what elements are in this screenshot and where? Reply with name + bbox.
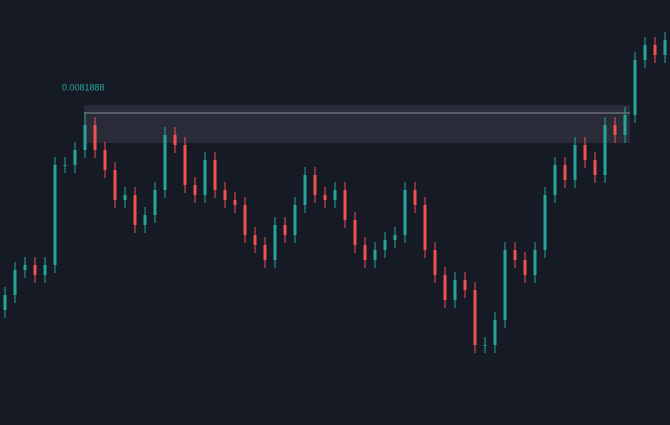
candle-body — [103, 150, 107, 170]
candle-body — [533, 250, 537, 275]
candle-body — [53, 165, 57, 265]
candle-body — [3, 295, 7, 310]
candle-body — [543, 195, 547, 250]
candle-body — [283, 225, 287, 235]
candle-body — [633, 60, 637, 115]
level-label: 0.0081888 — [62, 82, 105, 92]
candle-body — [263, 245, 267, 260]
candle-body — [243, 205, 247, 235]
candle-body — [553, 165, 557, 195]
candle-body — [363, 245, 367, 260]
candle-body — [463, 280, 467, 290]
candle-body — [603, 125, 607, 175]
candle-body — [453, 280, 457, 300]
candle-body — [663, 40, 667, 55]
candle-body — [273, 225, 277, 260]
candle-body — [503, 250, 507, 320]
candle-body — [253, 235, 257, 245]
candle-body — [203, 160, 207, 195]
candle-body — [413, 190, 417, 205]
candle-body — [173, 135, 177, 145]
candle-body — [23, 265, 27, 270]
candle-body — [183, 145, 187, 185]
candle-body — [423, 205, 427, 250]
candle-body — [493, 320, 497, 345]
candle-body — [473, 290, 477, 345]
candle-body — [403, 190, 407, 235]
candle-body — [143, 215, 147, 225]
candle-body — [383, 240, 387, 250]
candle-body — [563, 165, 567, 180]
candle-body — [343, 190, 347, 220]
candle-body — [433, 250, 437, 275]
candle-body — [223, 190, 227, 200]
candle-body — [43, 265, 47, 275]
candle-body — [523, 260, 527, 275]
candle-body — [163, 135, 167, 190]
candle-body — [63, 165, 67, 166]
candle-body — [513, 250, 517, 260]
candle-body — [593, 160, 597, 175]
candle-body — [83, 125, 87, 150]
candle-body — [643, 45, 647, 60]
candle-body — [623, 115, 627, 135]
candle-body — [373, 250, 377, 260]
candle-body — [333, 190, 337, 200]
candle-body — [153, 190, 157, 215]
candle-body — [613, 125, 617, 135]
candle-body — [193, 185, 197, 195]
candle-body — [323, 195, 327, 200]
candle-body — [233, 200, 237, 205]
candle-body — [353, 220, 357, 245]
candle-body — [113, 170, 117, 200]
candle-body — [123, 195, 127, 200]
candle-body — [443, 275, 447, 300]
candle-body — [133, 195, 137, 225]
candle-body — [303, 175, 307, 205]
candle-body — [573, 145, 577, 180]
candle-body — [213, 160, 217, 190]
candle-body — [13, 270, 17, 295]
candle-body — [583, 145, 587, 160]
candle-body — [33, 265, 37, 275]
candle-body — [73, 150, 77, 165]
candle-body — [313, 175, 317, 195]
candle-body — [293, 205, 297, 235]
candle-body — [93, 125, 97, 150]
candle-body — [393, 235, 397, 240]
candle-body — [653, 45, 657, 55]
candle-body — [483, 345, 487, 346]
